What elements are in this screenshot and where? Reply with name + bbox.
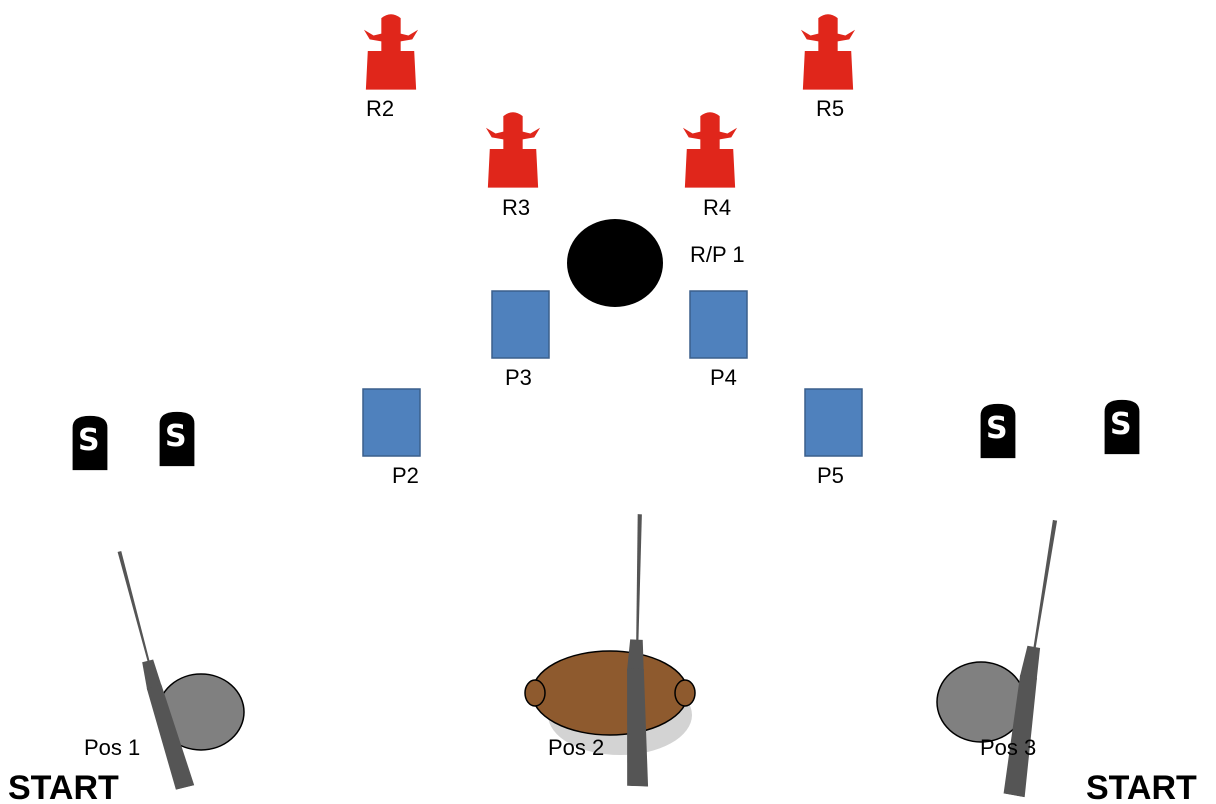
start-label-right: START	[1086, 769, 1197, 804]
position-label: Pos 3	[980, 735, 1036, 760]
shooting-position-3: Pos 3	[936, 518, 1073, 798]
cowboy-target-icon	[485, 112, 541, 188]
table-handle-left	[524, 679, 546, 707]
rifle-pistol-target-1: R/P 1	[567, 219, 745, 307]
tombstone-letter: S	[165, 419, 187, 454]
target-label: P3	[505, 365, 532, 390]
tombstone-letter: S	[78, 423, 100, 458]
round-target-icon	[567, 219, 663, 307]
rifle-target-r4: R4	[682, 112, 738, 220]
position-label: Pos 1	[84, 735, 140, 760]
tombstone-letter: S	[1110, 407, 1132, 442]
square-target-icon	[491, 290, 550, 359]
tombstone-letter: S	[986, 411, 1008, 446]
target-label: R/P 1	[690, 242, 745, 267]
rifle-target-r3: R3	[485, 112, 541, 220]
square-target-icon	[689, 290, 748, 359]
square-target-icon	[804, 388, 863, 457]
pistol-target-p5: P5	[804, 388, 863, 488]
rifle-target-r5: R5	[800, 14, 856, 121]
pistol-target-p2: P2	[362, 388, 421, 488]
pistol-target-p3: P3	[491, 290, 550, 390]
target-label: P2	[392, 463, 419, 488]
target-label: R3	[502, 195, 530, 220]
oval-table-icon	[531, 650, 689, 736]
target-label: P5	[817, 463, 844, 488]
shotgun-target-2: S	[159, 411, 195, 467]
round-table-icon	[936, 661, 1026, 743]
square-target-icon	[362, 388, 421, 457]
cowboy-target-icon	[800, 14, 856, 90]
shooting-position-1: Pos 1	[84, 547, 245, 791]
position-label: Pos 2	[548, 735, 604, 760]
target-label: R5	[816, 96, 844, 121]
table-handle-right	[674, 679, 696, 707]
start-label-left: START	[8, 769, 119, 804]
shooting-position-2: Pos 2	[524, 513, 696, 787]
shotgun-target-3: S	[980, 403, 1016, 459]
shotgun-target-1: S	[72, 415, 108, 471]
rifle-target-r2: R2	[363, 14, 419, 121]
cowboy-target-icon	[682, 112, 738, 188]
target-label: R2	[366, 96, 394, 121]
pistol-target-p4: P4	[689, 290, 748, 390]
target-label: R4	[703, 195, 731, 220]
target-label: P4	[710, 365, 737, 390]
shotgun-target-4: S	[1104, 399, 1140, 455]
cowboy-target-icon	[363, 14, 419, 90]
